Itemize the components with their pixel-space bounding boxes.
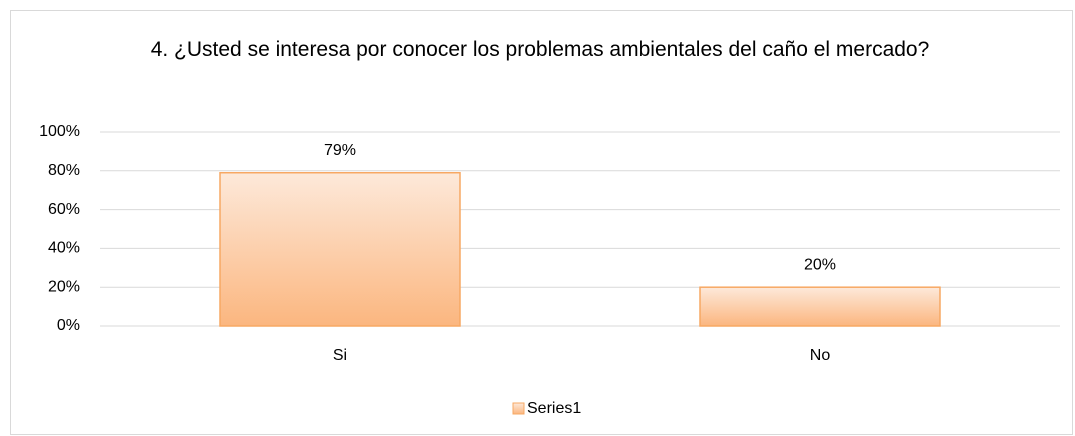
y-tick-label: 60% — [48, 201, 80, 218]
x-tick-label: Si — [333, 347, 347, 364]
data-label: 79% — [324, 142, 356, 159]
y-tick-label: 0% — [57, 317, 80, 334]
chart-title: 4. ¿Usted se interesa por conocer los pr… — [150, 38, 930, 61]
y-tick-label: 100% — [39, 123, 80, 140]
x-tick-label: No — [810, 347, 831, 364]
data-label: 20% — [804, 256, 836, 273]
legend-swatch — [512, 402, 525, 415]
chart-frame — [10, 10, 1073, 435]
bar — [699, 286, 941, 327]
legend-label: Series1 — [527, 400, 581, 417]
y-tick-label: 80% — [48, 162, 80, 179]
y-tick-label: 20% — [48, 278, 80, 295]
bar — [219, 171, 461, 327]
y-tick-label: 40% — [48, 240, 80, 257]
